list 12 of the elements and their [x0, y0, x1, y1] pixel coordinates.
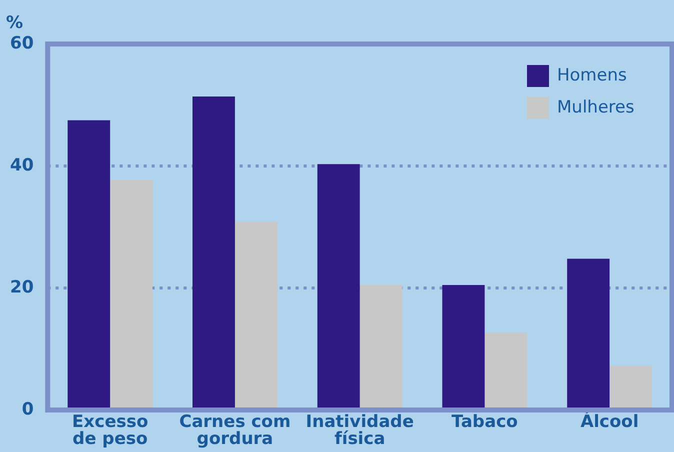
- y-axis-title: %: [6, 13, 24, 33]
- x-tick-label: Carnes com gordura: [179, 412, 291, 449]
- y-tick-label: 20: [10, 277, 34, 298]
- x-tick-label: Excesso de peso: [72, 412, 148, 449]
- legend-label: Mulheres: [557, 97, 634, 118]
- y-tick-label: 0: [22, 399, 34, 420]
- legend-label: Homens: [557, 65, 627, 86]
- x-tick-label: Álcool: [580, 410, 639, 432]
- y-tick-label: 40: [10, 155, 34, 176]
- x-tick-label: Tabaco: [452, 412, 518, 432]
- y-tick-label: 60: [10, 33, 34, 54]
- x-tick-label: Inatividade física: [306, 412, 414, 449]
